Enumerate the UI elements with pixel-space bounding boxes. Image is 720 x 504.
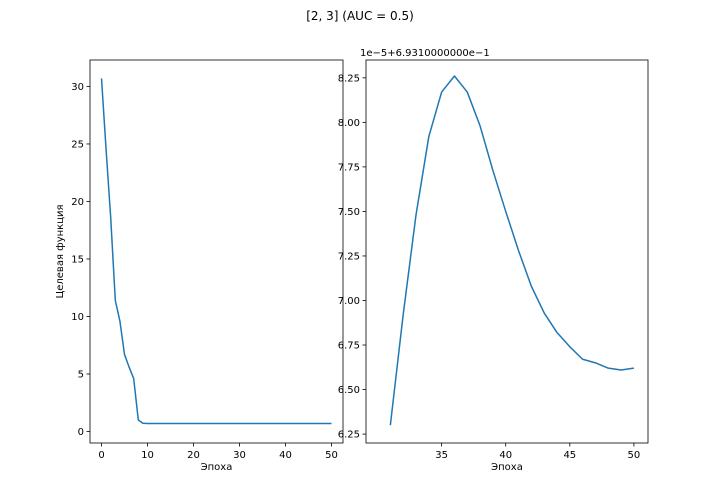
y-tick-label: 7.00: [338, 296, 360, 307]
x-tick-label: 35: [435, 450, 448, 461]
x-tick-label: 10: [141, 450, 154, 461]
x-tick-label: 45: [563, 450, 576, 461]
left-subplot: Эпоха Целевая функция 0 10 20 30 40 50 0 5 10 15 2…: [55, 59, 344, 473]
figure-title: [2, 3] (AUC = 0.5): [306, 9, 414, 23]
right-subplot: Эпоха 1e−5+6.9310000000e−1 35 40 45 50 6.25 6…: [338, 48, 649, 473]
x-tick-label: 40: [499, 450, 512, 461]
y-tick-label: 6.50: [338, 385, 360, 396]
series-line-1-0: [389, 75, 635, 426]
y-tick-label: 7.75: [338, 162, 360, 173]
y-tick-label: 7.50: [338, 207, 360, 218]
y-tick-label: 10: [71, 312, 84, 323]
left-y-axis-label: Целевая функция: [55, 204, 66, 298]
y-tick-label: 20: [71, 197, 84, 208]
x-tick-label: 50: [628, 450, 641, 461]
y-tick-label: 8.00: [338, 118, 360, 129]
y-tick-label: 25: [71, 139, 84, 150]
x-tick-label: 50: [325, 450, 338, 461]
series-line-0-0: [100, 78, 332, 425]
x-tick-label: 0: [98, 450, 104, 461]
y-tick-label: 8.25: [338, 73, 360, 84]
left-x-axis-label: Эпоха: [201, 462, 233, 473]
y-tick-label: 30: [71, 82, 84, 93]
y-tick-label: 7.25: [338, 251, 360, 262]
x-tick-label: 30: [233, 450, 246, 461]
axes-frame: [365, 59, 649, 444]
axes-frame: [89, 59, 344, 444]
y-tick-label: 0: [78, 427, 84, 438]
y-tick-label: 6.75: [338, 341, 360, 352]
x-tick-label: 20: [187, 450, 200, 461]
y-tick-label: 15: [71, 254, 84, 265]
right-x-axis-label: Эпоха: [491, 462, 523, 473]
y-tick-label: 6.25: [338, 430, 360, 441]
x-tick-label: 40: [279, 450, 292, 461]
y-tick-label: 5: [78, 369, 84, 380]
right-y-axis-offset-label: 1e−5+6.9310000000e−1: [360, 48, 490, 59]
